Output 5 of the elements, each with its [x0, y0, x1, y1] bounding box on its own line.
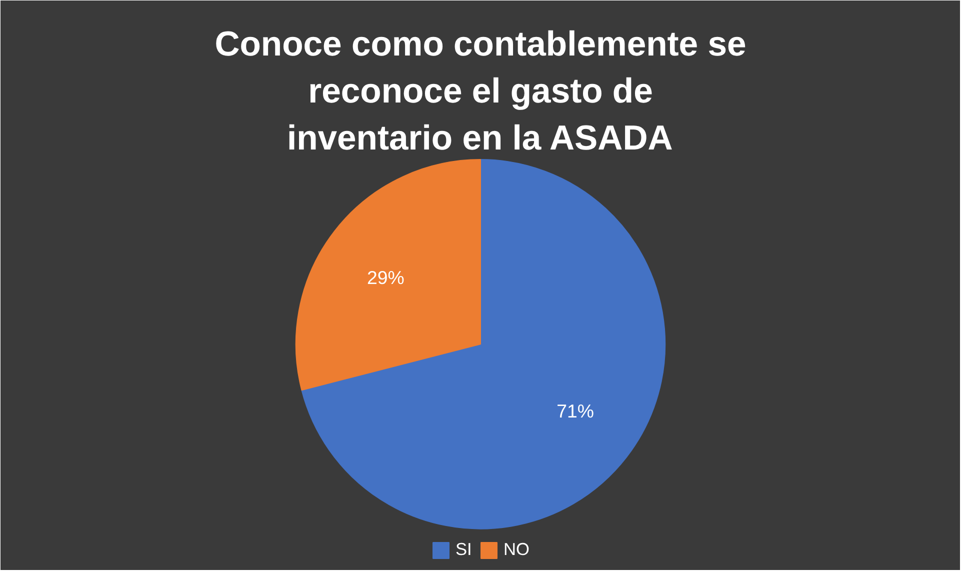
legend-label: NO [504, 539, 530, 560]
legend-label: SI [456, 539, 473, 560]
data-label: 29% [367, 266, 404, 288]
data-label: 71% [556, 400, 594, 422]
chart-title: Conoce como contablemente se reconoce el gasto de inventario en la ASADA [214, 26, 746, 158]
